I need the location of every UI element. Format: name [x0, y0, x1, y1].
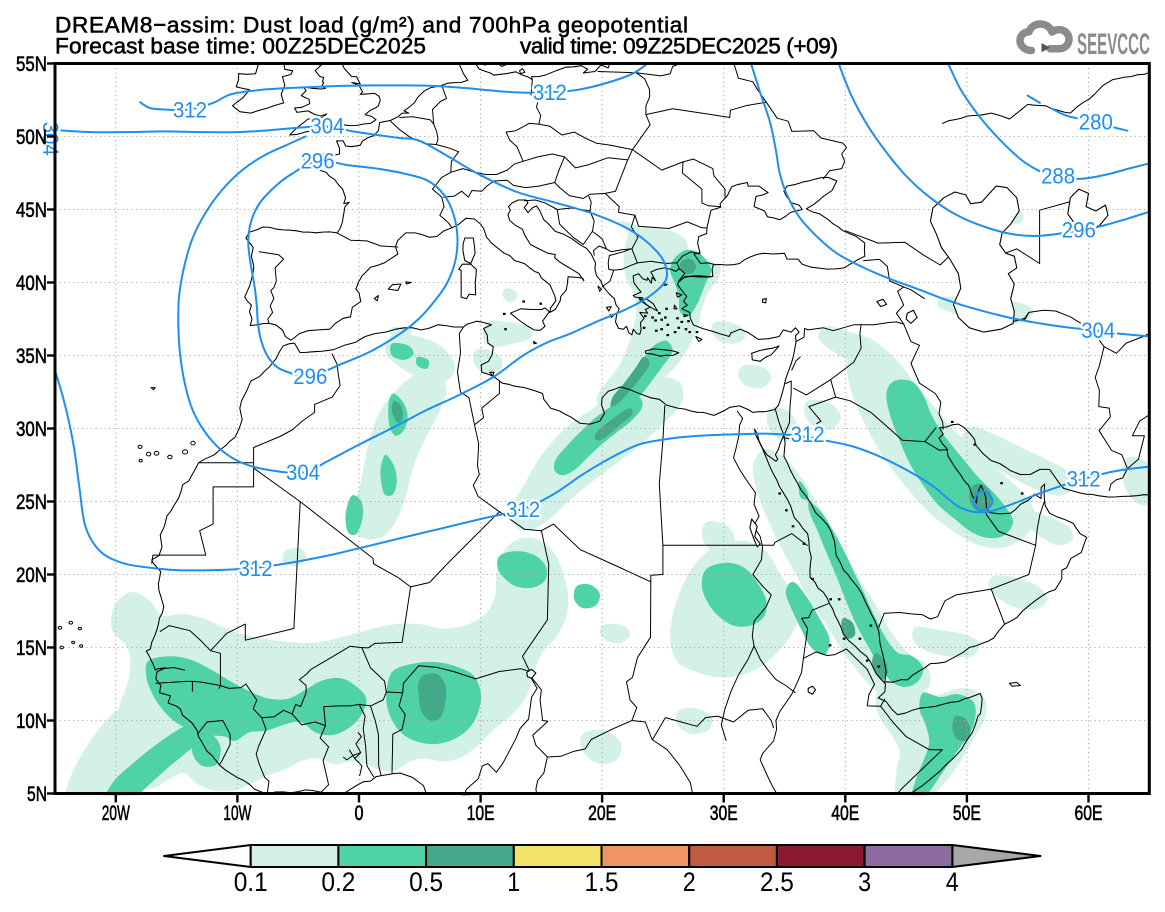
svg-text:296: 296 — [301, 149, 335, 174]
svg-text:20W: 20W — [102, 801, 130, 825]
svg-text:312: 312 — [791, 422, 825, 447]
svg-text:304: 304 — [1081, 318, 1115, 343]
svg-text:0.5: 0.5 — [409, 867, 443, 897]
svg-text:40E: 40E — [831, 801, 859, 825]
svg-text:SEEVCCC: SEEVCCC — [1077, 28, 1150, 61]
svg-text:50N: 50N — [16, 125, 47, 149]
svg-text:312: 312 — [173, 98, 207, 123]
svg-text:288: 288 — [1041, 163, 1075, 188]
svg-text:296: 296 — [1062, 217, 1096, 242]
svg-text:1: 1 — [507, 867, 520, 897]
svg-text:Forecast base time: 00Z25DEC20: Forecast base time: 00Z25DEC2025 — [55, 34, 426, 59]
svg-text:312: 312 — [533, 80, 567, 105]
svg-text:312: 312 — [239, 556, 273, 581]
svg-text:304: 304 — [286, 460, 320, 485]
svg-text:1.5: 1.5 — [585, 867, 619, 897]
svg-text:304: 304 — [310, 114, 344, 139]
svg-text:50E: 50E — [953, 801, 981, 825]
svg-text:30N: 30N — [16, 417, 47, 441]
svg-text:20N: 20N — [16, 563, 47, 587]
svg-text:4: 4 — [946, 867, 959, 897]
svg-text:3: 3 — [858, 867, 871, 897]
svg-text:60E: 60E — [1075, 801, 1103, 825]
svg-text:296: 296 — [293, 364, 327, 389]
svg-text:55N: 55N — [16, 52, 47, 76]
svg-text:10N: 10N — [16, 709, 47, 733]
svg-text:valid time: 09Z25DEC2025 (+09): valid time: 09Z25DEC2025 (+09) — [520, 34, 838, 59]
svg-text:30E: 30E — [710, 801, 738, 825]
svg-text:40N: 40N — [16, 271, 47, 295]
svg-text:20E: 20E — [588, 801, 616, 825]
svg-text:25N: 25N — [16, 490, 47, 514]
svg-text:2: 2 — [683, 867, 696, 897]
svg-text:5N: 5N — [27, 782, 47, 806]
svg-text:35N: 35N — [16, 344, 47, 368]
svg-text:312: 312 — [1067, 466, 1101, 491]
svg-text:304: 304 — [38, 122, 63, 156]
svg-text:0.2: 0.2 — [321, 867, 355, 897]
svg-text:10W: 10W — [223, 801, 251, 825]
svg-text:312: 312 — [506, 497, 540, 522]
svg-text:DREAM8−assim: Dust load (g/m²): DREAM8−assim: Dust load (g/m²) and 700hP… — [55, 12, 688, 37]
svg-text:0: 0 — [355, 801, 364, 825]
svg-text:10E: 10E — [467, 801, 495, 825]
svg-text:2.5: 2.5 — [760, 867, 794, 897]
svg-text:15N: 15N — [16, 636, 47, 660]
svg-text:45N: 45N — [16, 198, 47, 222]
svg-text:280: 280 — [1079, 109, 1113, 134]
svg-text:0.1: 0.1 — [234, 867, 268, 897]
